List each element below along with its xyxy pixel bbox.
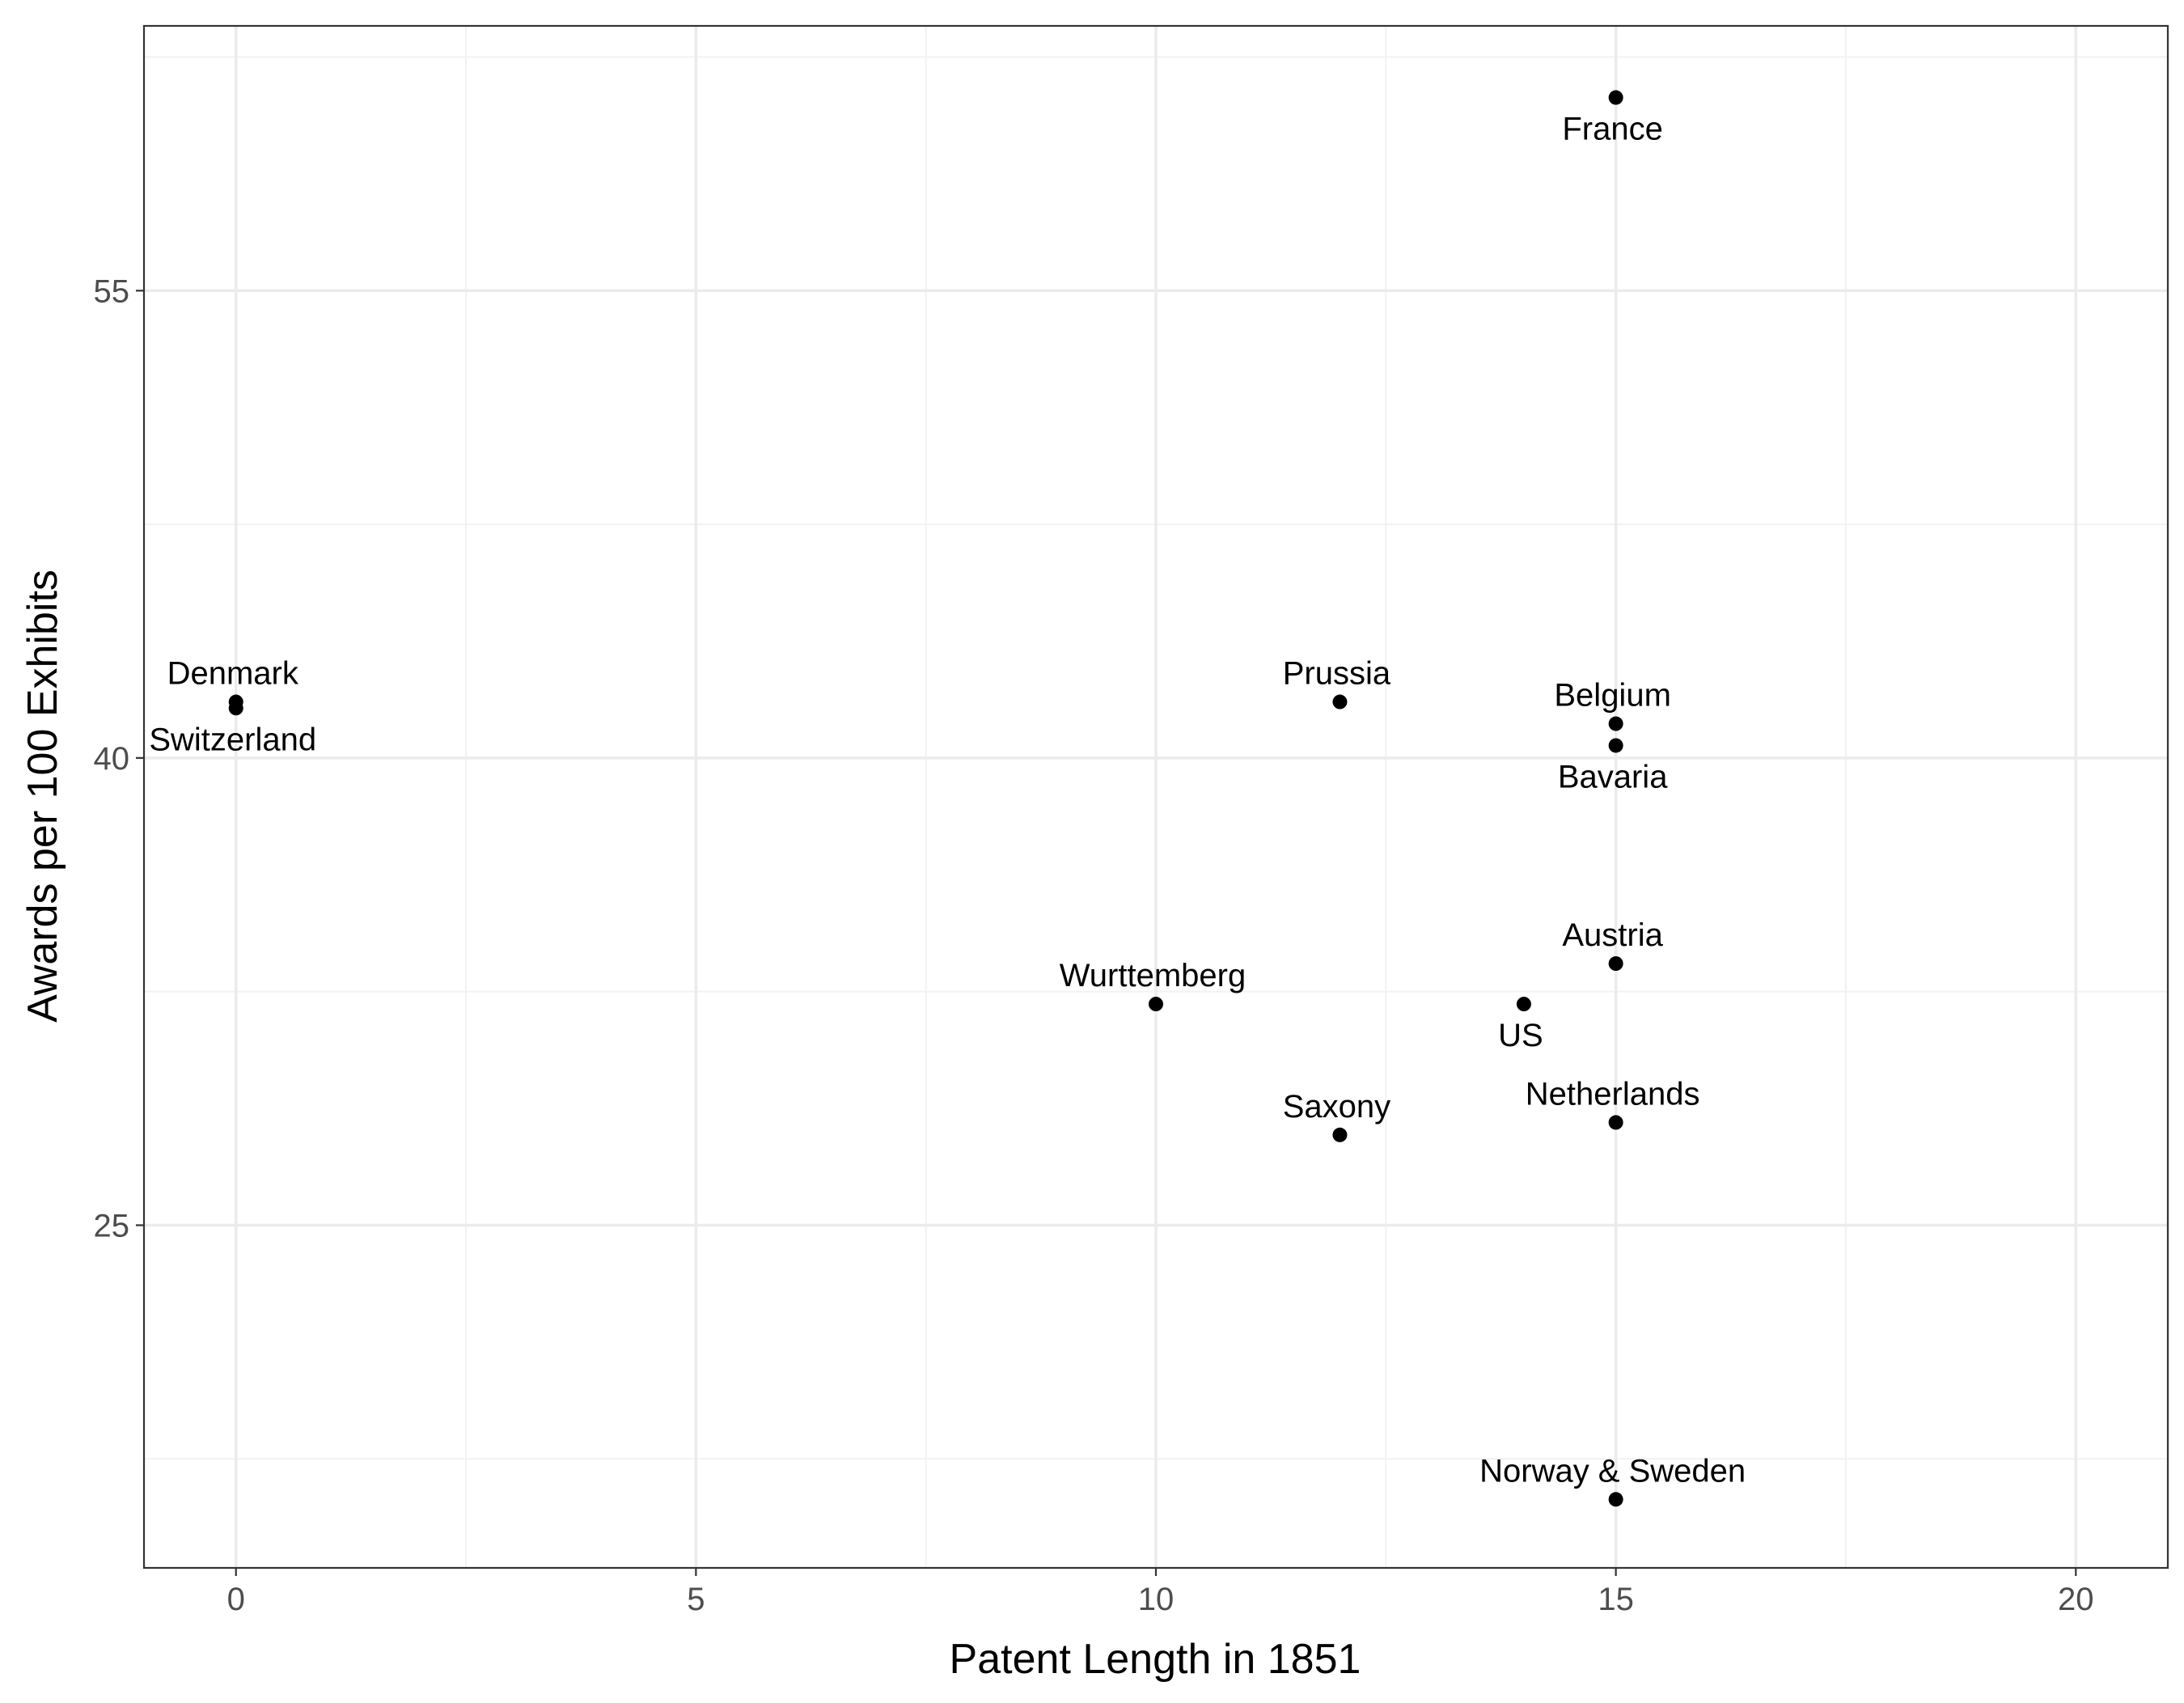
data-point [1517,997,1531,1011]
data-point [1332,1128,1347,1142]
x-tick-label: 15 [1598,1582,1634,1617]
x-tick-labels: 0 5 10 15 20 [227,1582,2094,1617]
data-point [1609,956,1623,971]
data-point [1609,1115,1623,1129]
data-point-label: Denmark [167,656,299,692]
data-point [229,701,243,715]
y-tick-label: 25 [94,1208,130,1243]
data-point [1149,997,1163,1011]
data-point-label: Norway & Sweden [1479,1453,1746,1489]
data-point-label: Austria [1562,917,1663,953]
y-axis-title: Awards per 100 Exhibits [19,570,66,1023]
data-point-label: US [1498,1018,1543,1053]
x-tick-label: 0 [227,1582,245,1617]
data-point-label: Prussia [1283,656,1391,692]
x-axis-title: Patent Length in 1851 [950,1636,1361,1683]
data-point [1609,1492,1623,1506]
data-point [1609,717,1623,731]
x-tick-label: 20 [2058,1582,2094,1617]
y-tick-label: 40 [94,741,130,777]
x-tick-label: 10 [1138,1582,1175,1617]
data-point-label: France [1562,112,1663,147]
data-point-label: Bavaria [1558,759,1668,794]
data-point [1332,695,1347,710]
data-point-label: Wurttemberg [1060,958,1246,993]
data-point [1609,738,1623,752]
data-point-label: Netherlands [1526,1076,1700,1112]
x-tick-label: 5 [687,1582,705,1617]
data-point [1609,91,1623,105]
axis-ticks [136,290,2076,1576]
data-point-label: Switzerland [149,722,316,757]
y-tick-label: 55 [94,273,130,309]
y-tick-labels: 25 40 55 [94,273,130,1243]
major-gridlines [144,26,2168,1568]
data-point-label: Belgium [1554,678,1671,714]
data-point-label: Saxony [1283,1089,1390,1125]
data-point-labels: France Denmark Switzerland Prussia Belgium Ba… [149,112,1746,1489]
